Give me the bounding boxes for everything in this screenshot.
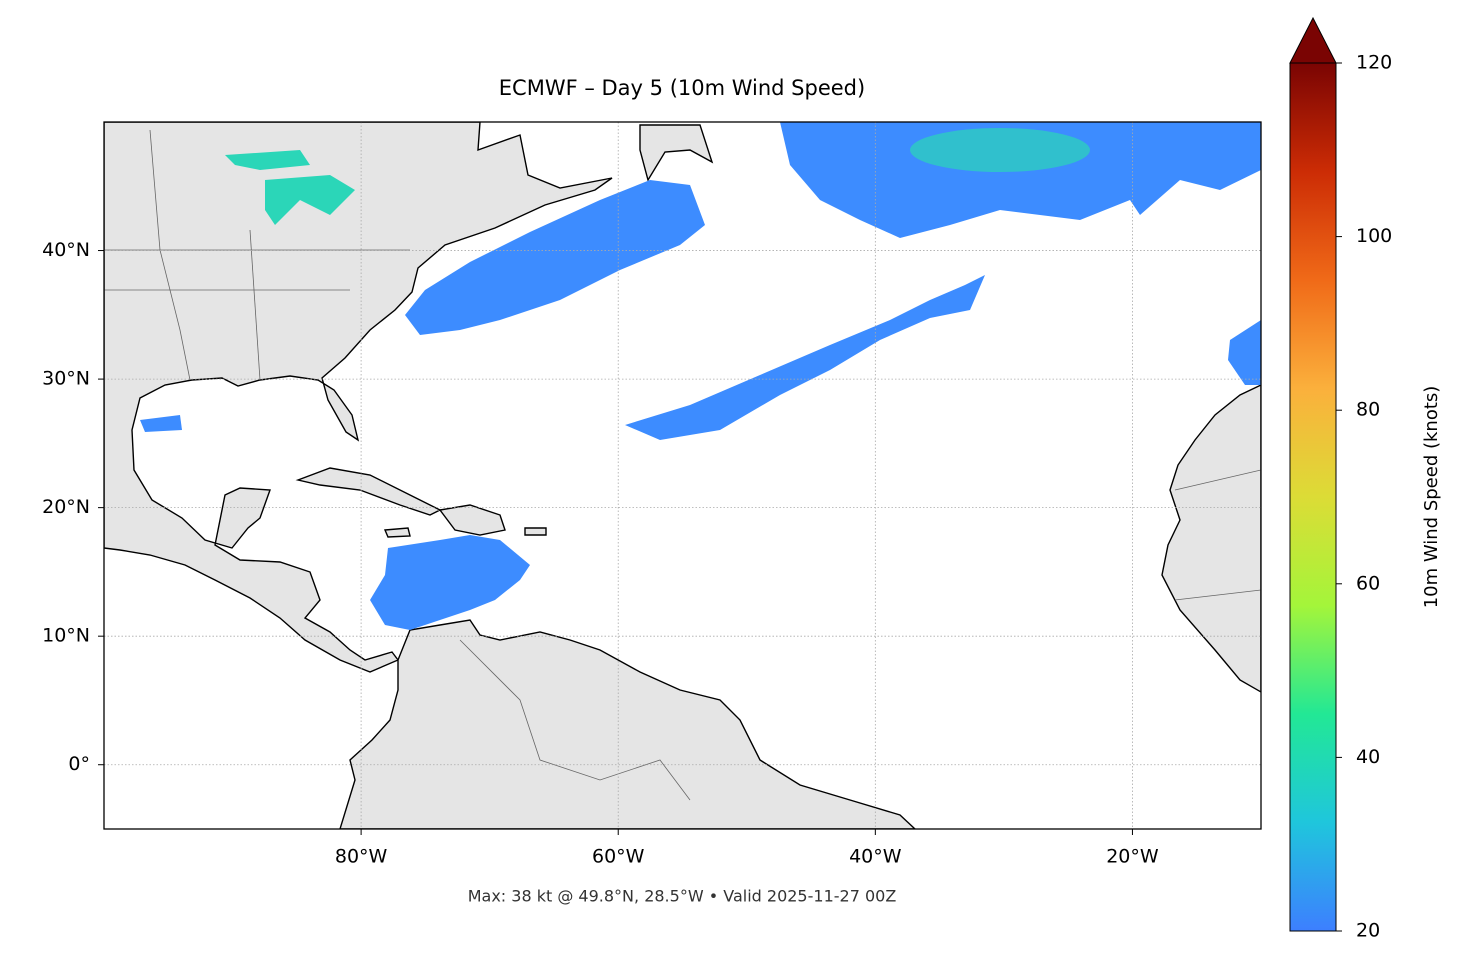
wind-area: [405, 180, 705, 335]
colorbar-label: 10m Wind Speed (knots): [1421, 386, 1442, 609]
x-tick-label: 80°W: [335, 846, 388, 868]
wind-area: [780, 122, 1261, 238]
y-tick-label: 20°N: [42, 496, 90, 518]
y-tick-label: 10°N: [42, 625, 90, 647]
colorbar-extend: [1289, 16, 1337, 64]
cuba: [295, 467, 442, 516]
x-tick-label: 60°W: [592, 846, 645, 868]
map-frame: [103, 121, 1262, 830]
x-tick-label: 20°W: [1106, 846, 1159, 868]
state-border: [1174, 469, 1261, 491]
colorbar-tick-label: 80: [1356, 399, 1380, 421]
wind-area: [625, 275, 985, 440]
footnote: Max: 38 kt @ 49.8°N, 28.5°W • Valid 2025…: [468, 887, 897, 906]
colorbar-fill: [1290, 63, 1336, 931]
colorbar-tick-label: 100: [1356, 225, 1392, 247]
colorbar-tick-label: 20: [1356, 920, 1380, 942]
wind-area: [1228, 320, 1261, 385]
africa: [1161, 384, 1261, 693]
newfoundland: [639, 124, 714, 182]
colorbar: 20 40 60 80 100 120: [1289, 16, 1392, 942]
lake-wind: [265, 175, 355, 225]
colorbar-tick-label: 40: [1356, 746, 1380, 768]
colorbar-tick-label: 120: [1356, 52, 1392, 74]
chart-title: ECMWF – Day 5 (10m Wind Speed): [499, 76, 865, 100]
lake-wind: [225, 150, 310, 170]
colorbar-frame: [1289, 62, 1337, 932]
colorbar-tick-label: 60: [1356, 572, 1380, 594]
wind-core: [910, 128, 1090, 172]
x-tick-label: 40°W: [849, 846, 902, 868]
jamaica: [383, 527, 411, 538]
south-america: [339, 619, 917, 829]
y-tick-label: 30°N: [42, 368, 90, 390]
wind-area: [140, 415, 182, 432]
grid: [104, 122, 1261, 829]
north-america: [104, 122, 613, 673]
puerto-rico: [524, 527, 547, 536]
map: [104, 122, 1261, 829]
wind-area: [370, 535, 530, 630]
state-border: [1174, 589, 1261, 601]
y-tick-label: 40°N: [42, 239, 90, 261]
hispaniola: [438, 504, 506, 536]
state-border: [459, 639, 691, 801]
state-border: [249, 229, 261, 381]
y-tick-label: 0°: [68, 753, 90, 775]
